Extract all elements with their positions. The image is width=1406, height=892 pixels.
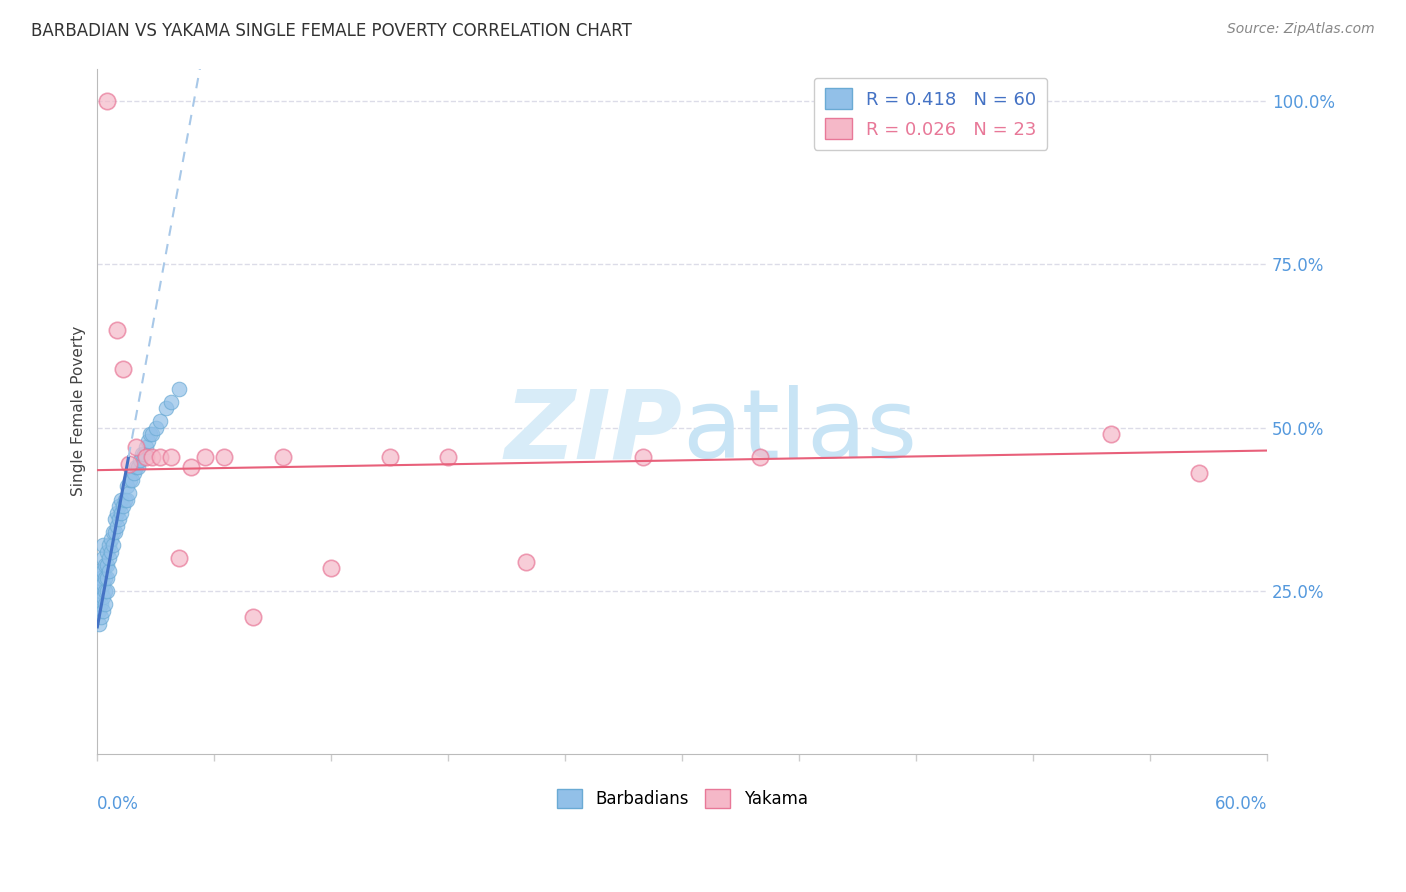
Point (127, 459, 149, 474)
Point (193, 450, 215, 464)
Point (1188, 467, 1211, 481)
Point (91, 603, 114, 617)
Point (131, 447, 153, 461)
Point (117, 457, 139, 471)
Point (91, 565, 114, 579)
Text: 0.0%: 0.0% (97, 796, 139, 814)
Point (129, 453, 152, 467)
Point (89, 565, 111, 579)
Text: 60.0%: 60.0% (1215, 796, 1267, 814)
Point (125, 459, 148, 474)
Legend: Barbadians, Yakama: Barbadians, Yakama (550, 782, 814, 814)
Point (98, 538, 121, 552)
Point (105, 518, 128, 533)
Point (96, 558, 118, 572)
Point (125, 440, 148, 454)
Point (105, 506, 128, 520)
Point (141, 450, 163, 464)
Point (91, 577, 114, 591)
Point (114, 492, 136, 507)
Point (180, 459, 202, 474)
Point (167, 382, 190, 396)
Point (94, 558, 117, 572)
Point (515, 555, 537, 569)
Text: atlas: atlas (682, 385, 917, 478)
Point (271, 450, 294, 464)
Point (139, 427, 162, 442)
Point (96, 545, 118, 559)
Y-axis label: Single Female Poverty: Single Female Poverty (72, 326, 86, 497)
Point (437, 450, 460, 464)
Point (107, 499, 129, 513)
Point (101, 525, 124, 540)
Point (117, 486, 139, 500)
Point (631, 450, 654, 464)
Point (101, 538, 124, 552)
Point (98, 565, 121, 579)
Point (107, 512, 129, 526)
Point (90, 571, 112, 585)
Point (321, 561, 343, 575)
Point (242, 610, 264, 624)
Point (94, 583, 117, 598)
Point (96, 571, 118, 585)
Point (105, 323, 128, 337)
Point (1099, 427, 1122, 442)
Point (135, 450, 157, 464)
Point (749, 450, 772, 464)
Point (98, 551, 121, 566)
Point (110, 506, 132, 520)
Text: Source: ZipAtlas.com: Source: ZipAtlas.com (1227, 22, 1375, 37)
Point (160, 394, 183, 409)
Point (104, 525, 127, 540)
Point (100, 545, 122, 559)
Point (121, 473, 143, 487)
Point (94, 597, 117, 611)
Point (155, 401, 177, 416)
Point (94, 571, 117, 585)
Point (115, 479, 138, 493)
Point (111, 499, 134, 513)
Point (89, 603, 111, 617)
Point (90, 583, 112, 598)
Point (167, 551, 190, 566)
Point (212, 450, 235, 464)
Point (149, 450, 172, 464)
Point (89, 577, 111, 591)
Point (100, 532, 122, 546)
Point (149, 414, 172, 428)
Point (115, 492, 138, 507)
Text: ZIP: ZIP (505, 385, 682, 478)
Point (110, 492, 132, 507)
Point (141, 427, 163, 442)
Point (91, 591, 114, 605)
Point (378, 450, 401, 464)
Point (160, 450, 183, 464)
Point (134, 447, 156, 461)
Point (136, 434, 159, 448)
Point (90, 597, 112, 611)
Point (120, 473, 142, 487)
Point (111, 362, 134, 376)
Point (104, 512, 127, 526)
Text: BARBADIAN VS YAKAMA SINGLE FEMALE POVERTY CORRELATION CHART: BARBADIAN VS YAKAMA SINGLE FEMALE POVERT… (31, 22, 631, 40)
Point (90, 610, 112, 624)
Point (89, 591, 111, 605)
Point (145, 420, 167, 434)
Point (91, 538, 114, 552)
Point (135, 440, 157, 454)
Point (96, 583, 118, 598)
Point (91, 551, 114, 566)
Point (89, 616, 111, 631)
Point (96, 94, 118, 108)
Point (124, 467, 146, 481)
